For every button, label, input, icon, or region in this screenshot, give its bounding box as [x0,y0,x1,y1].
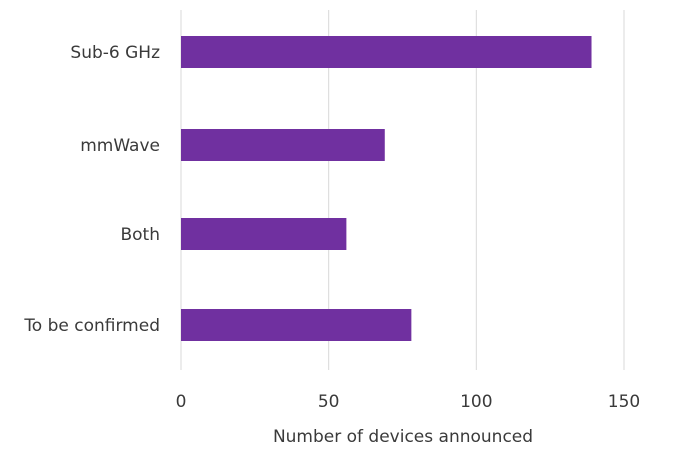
x-tick-label: 150 [608,392,640,412]
category-label: mmWave [80,136,160,156]
category-labels: Sub-6 GHz mmWave Both To be confirmed [23,43,160,336]
bar-both [181,218,347,250]
x-tick-labels: 0 50 100 150 [176,392,641,412]
x-tick-label: 0 [176,392,187,412]
category-label: To be confirmed [23,316,160,336]
x-axis-title: Number of devices announced [273,427,533,447]
bar-mmwave [181,129,385,161]
bar-to-be-confirmed [181,309,412,341]
bars [181,36,592,341]
category-label: Sub-6 GHz [70,43,160,63]
bar-sub-6-ghz [181,36,592,68]
x-tick-label: 50 [318,392,340,412]
category-label: Both [120,225,160,245]
x-tick-label: 100 [460,392,492,412]
